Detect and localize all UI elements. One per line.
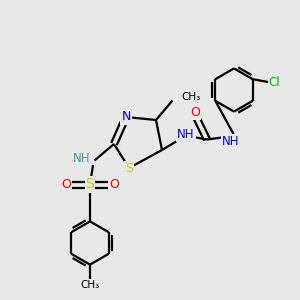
Text: CH₃: CH₃ xyxy=(80,280,100,290)
Text: CH₃: CH₃ xyxy=(181,92,200,103)
Text: NH: NH xyxy=(222,135,240,148)
Text: O: O xyxy=(190,106,200,119)
Text: NH: NH xyxy=(177,128,195,142)
Text: NH: NH xyxy=(73,152,90,166)
Text: Cl: Cl xyxy=(269,76,280,89)
Text: N: N xyxy=(121,110,131,124)
Text: S: S xyxy=(125,161,133,175)
Text: S: S xyxy=(85,178,94,191)
Text: O: O xyxy=(61,178,71,191)
Text: O: O xyxy=(109,178,119,191)
